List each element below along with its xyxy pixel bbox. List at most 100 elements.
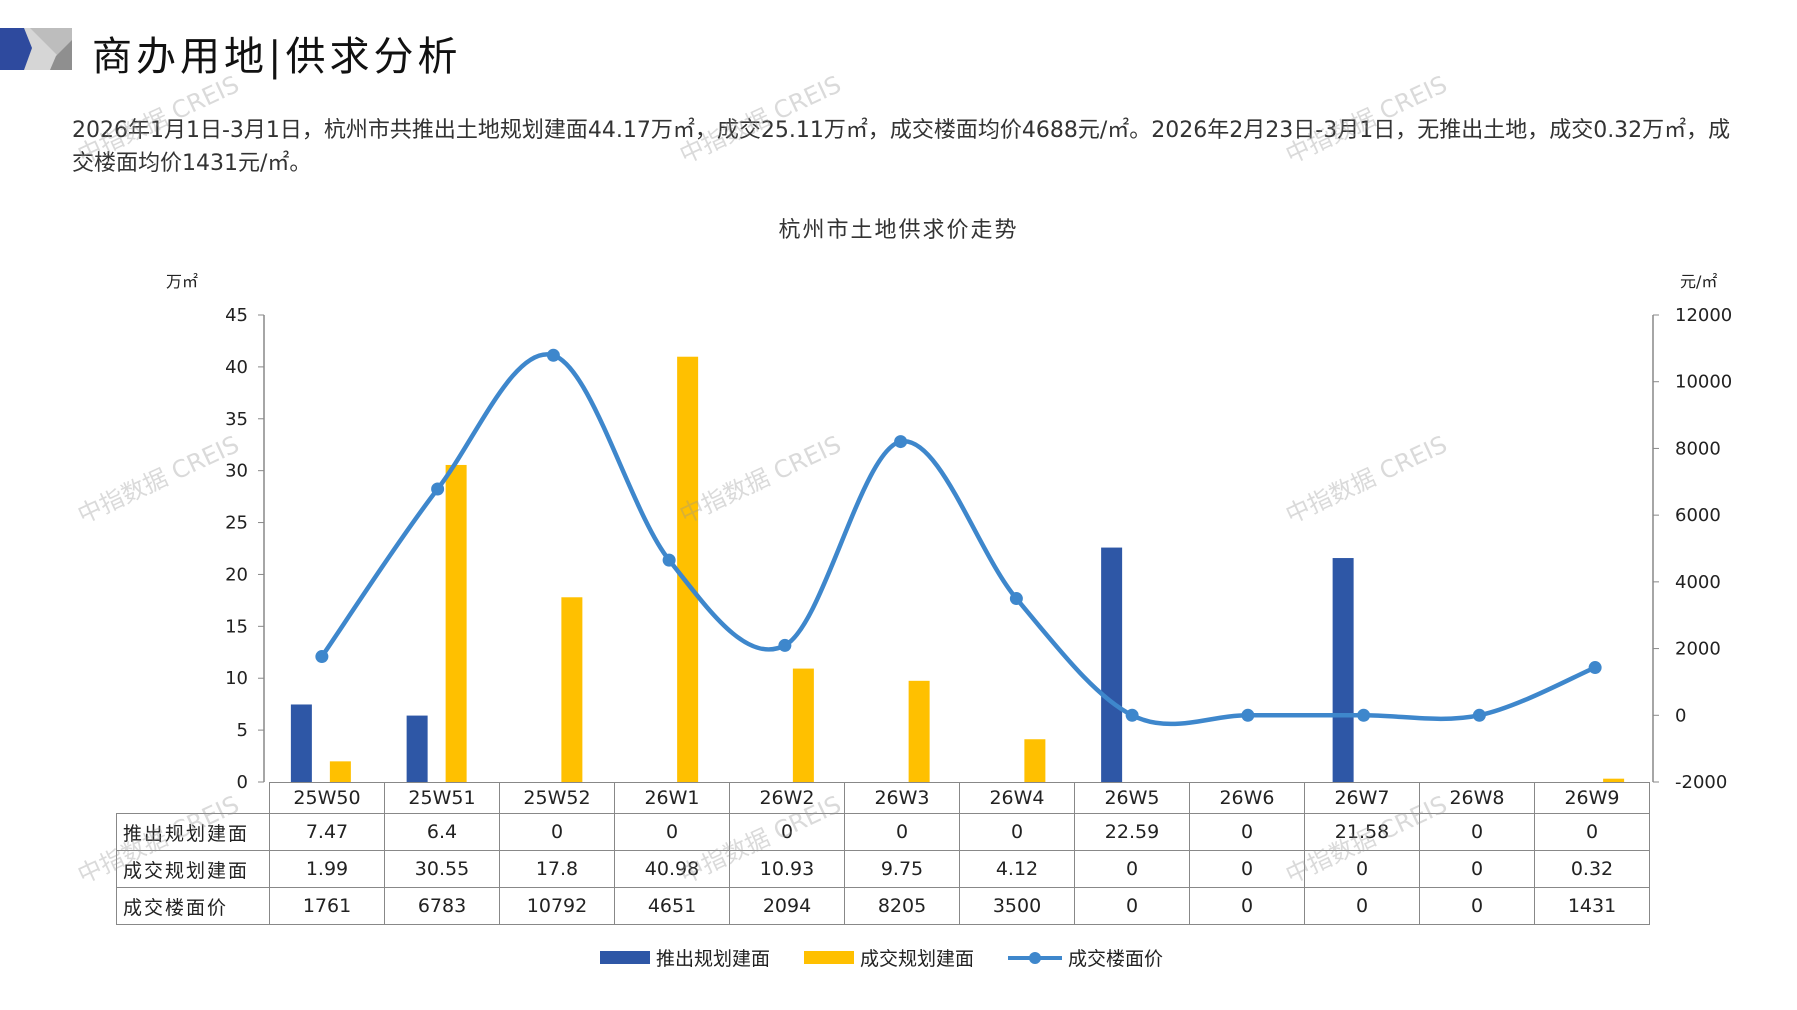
- table-cell: 2094: [729, 887, 845, 925]
- table-cell: 0: [1419, 813, 1535, 851]
- price-point: [315, 650, 329, 664]
- legend-swatch-supply: [600, 951, 650, 964]
- table-header-cell: 26W3: [844, 782, 960, 814]
- table-header-cell: 25W52: [499, 782, 615, 814]
- logo: [0, 28, 72, 70]
- price-point: [1472, 708, 1486, 722]
- table-cell: 0: [729, 813, 845, 851]
- bar-deal: [677, 356, 699, 782]
- legend-swatch-deal: [804, 951, 855, 964]
- table-cell: 0: [499, 813, 615, 851]
- bar-deal: [1603, 778, 1625, 782]
- table-header-cell: 26W8: [1419, 782, 1535, 814]
- price-point: [1588, 661, 1602, 675]
- table-cell: 30.55: [384, 850, 500, 888]
- legend-label: 成交规划建面: [860, 948, 975, 970]
- table-cell: 0: [1189, 850, 1305, 888]
- left-tick-label: 35: [225, 409, 248, 430]
- legend-supply: 推出规划建面: [600, 944, 770, 971]
- left-tick-label: 5: [237, 720, 248, 741]
- table-cell: 1.99: [269, 850, 385, 888]
- bar-deal: [908, 680, 930, 782]
- legend-swatch-price: [1008, 951, 1063, 964]
- bar-supply: [406, 715, 428, 782]
- table-cell: 0.32: [1534, 850, 1650, 888]
- row-label-deal: 成交规划建面: [116, 850, 270, 888]
- table-header-cell: 25W51: [384, 782, 500, 814]
- table-cell: 1431: [1534, 887, 1650, 925]
- page-title: 商办用地|供求分析: [92, 34, 462, 80]
- table-cell: 4.12: [959, 850, 1075, 888]
- right-tick-label: 12000: [1675, 305, 1732, 326]
- table-cell: 40.98: [614, 850, 730, 888]
- left-tick-label: 10: [225, 668, 248, 689]
- table-header-cell: 26W6: [1189, 782, 1305, 814]
- row-label-price: 成交楼面价: [116, 887, 270, 925]
- bar-supply: [1332, 558, 1354, 782]
- table-header-cell: 26W7: [1304, 782, 1420, 814]
- table-cell: 0: [1189, 813, 1305, 851]
- legend: 推出规划建面 成交规划建面 成交楼面价: [600, 944, 1163, 971]
- right-tick-label: 6000: [1675, 505, 1721, 526]
- data-table: 25W50 25W51 25W52 26W1 26W2 26W3 26W4 26W5 26W6 2…: [116, 782, 1650, 925]
- price-point: [546, 348, 560, 362]
- table-cell: 0: [1419, 850, 1535, 888]
- table-cell: 0: [1189, 887, 1305, 925]
- table-cell: 0: [1304, 850, 1420, 888]
- price-point: [894, 435, 908, 449]
- price-line: [320, 352, 1596, 727]
- right-tick-label: -2000: [1675, 772, 1727, 793]
- left-tick-label: 30: [225, 461, 248, 482]
- left-tick-label: 25: [225, 513, 248, 534]
- right-tick-label: 0: [1675, 705, 1686, 726]
- right-tick-label: 10000: [1675, 372, 1732, 393]
- table-header-cell: 25W50: [269, 782, 385, 814]
- table-cell: 0: [1534, 813, 1650, 851]
- table-cell: 4651: [614, 887, 730, 925]
- left-axis-unit: 万㎡: [166, 272, 199, 291]
- table-cell: 10.93: [729, 850, 845, 888]
- price-point: [431, 482, 445, 496]
- bar-deal: [1024, 739, 1046, 782]
- left-tick-label: 45: [225, 305, 248, 326]
- legend-price: 成交楼面价: [1008, 944, 1163, 971]
- bar-deal: [329, 761, 351, 782]
- left-tick-label: 40: [225, 357, 248, 378]
- table-cell: 6.4: [384, 813, 500, 851]
- table-cell: 6783: [384, 887, 500, 925]
- price-point: [1357, 708, 1371, 722]
- table-cell: 1761: [269, 887, 385, 925]
- row-label-supply: 推出规划建面: [116, 813, 270, 851]
- table-cell: 21.58: [1304, 813, 1420, 851]
- bar-deal: [561, 597, 583, 782]
- table-cell: 22.59: [1074, 813, 1190, 851]
- right-tick-label: 8000: [1675, 438, 1721, 459]
- table-cell: 8205: [844, 887, 960, 925]
- left-tick-label: 20: [225, 564, 248, 585]
- table-cell: 7.47: [269, 813, 385, 851]
- table-cell: 3500: [959, 887, 1075, 925]
- table-header-cell: 26W9: [1534, 782, 1650, 814]
- price-point: [1009, 592, 1023, 606]
- table-corner: [116, 782, 270, 814]
- left-tick-label: 15: [225, 616, 248, 637]
- price-point: [662, 553, 676, 567]
- table-cell: 0: [1074, 887, 1190, 925]
- table-header-cell: 26W1: [614, 782, 730, 814]
- table-header-cell: 26W2: [729, 782, 845, 814]
- table-cell: 0: [844, 813, 960, 851]
- legend-label: 推出规划建面: [656, 948, 771, 970]
- table-cell: 9.75: [844, 850, 960, 888]
- table-header-cell: 26W4: [959, 782, 1075, 814]
- table-cell: 0: [1074, 850, 1190, 888]
- price-point: [1241, 708, 1255, 722]
- table-header-cell: 26W5: [1074, 782, 1190, 814]
- chart-title: 杭州市土地供求价走势: [778, 218, 1019, 243]
- right-tick-label: 2000: [1675, 639, 1721, 660]
- table-cell: 10792: [499, 887, 615, 925]
- bar-deal: [792, 668, 814, 782]
- table-cell: 0: [614, 813, 730, 851]
- table-cell: 0: [959, 813, 1075, 851]
- legend-deal: 成交规划建面: [804, 944, 974, 971]
- right-tick-label: 4000: [1675, 572, 1721, 593]
